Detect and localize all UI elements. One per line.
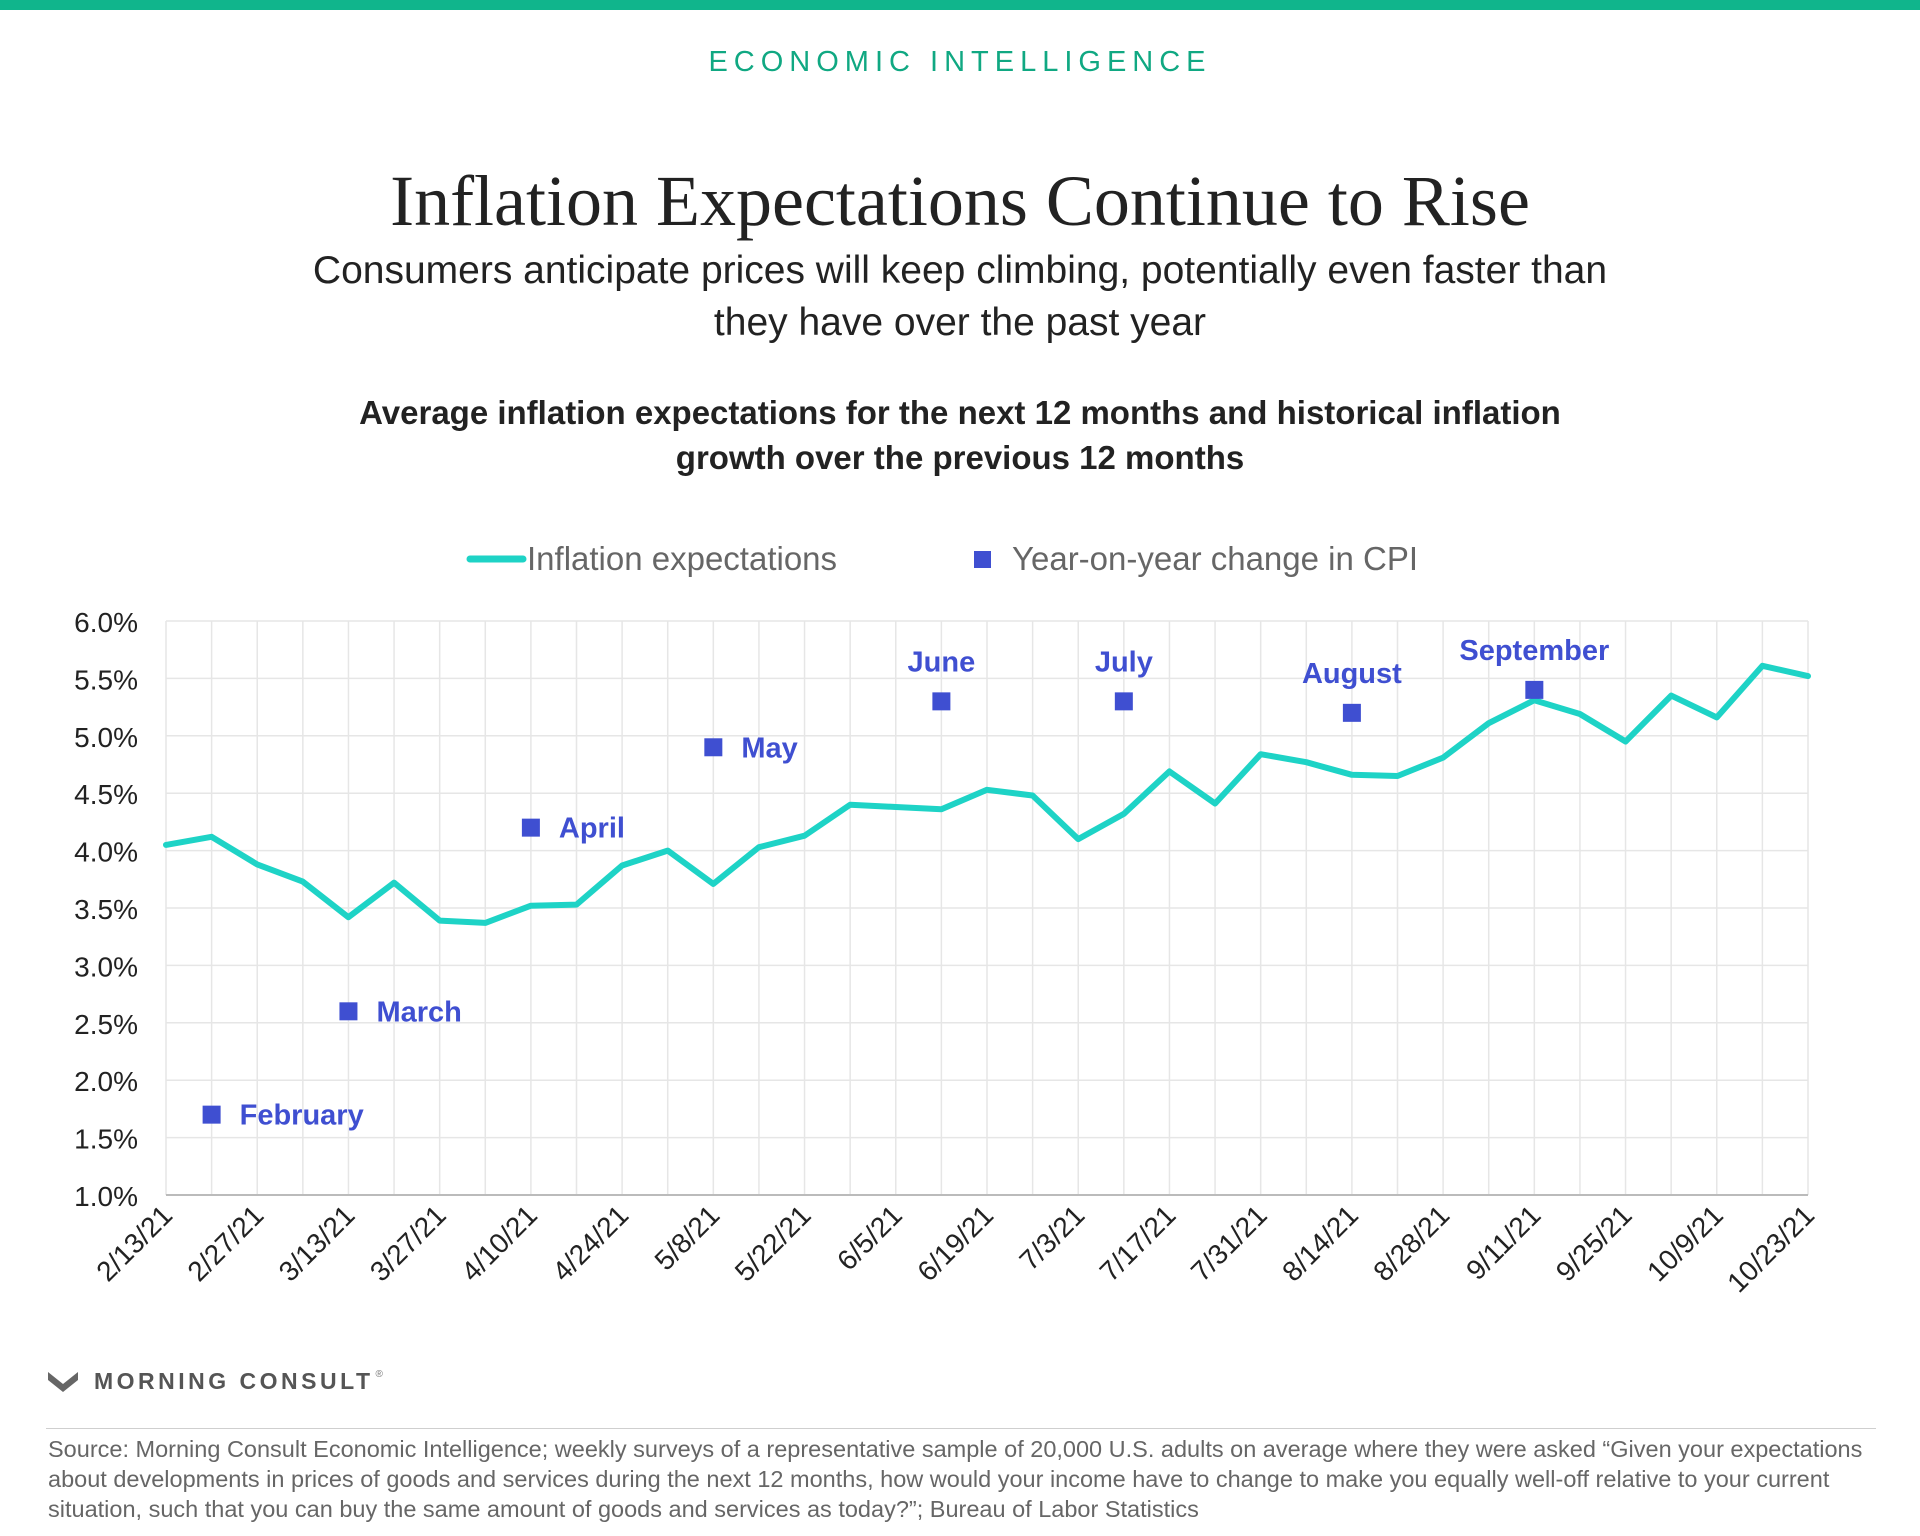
x-tick-label: 10/9/21 — [1641, 1199, 1729, 1287]
page-title: Inflation Expectations Continue to Rise — [390, 161, 1530, 241]
brand-name: MORNING CONSULT — [94, 1367, 374, 1394]
x-axis: 2/13/21 2/27/21 3/13/21 3/27/21 4/10/21 4/24/… — [90, 1194, 1820, 1298]
y-tick-label: 5.5% — [74, 664, 138, 695]
x-tick-label: 8/14/21 — [1276, 1199, 1364, 1287]
x-tick-label: 9/25/21 — [1550, 1199, 1638, 1287]
series-cpi: February March April May June July August Septe… — [202, 635, 1609, 1132]
x-tick-label: 7/17/21 — [1094, 1199, 1182, 1287]
cpi-marker — [521, 818, 540, 837]
cpi-label: March — [376, 996, 461, 1028]
cpi-label: May — [741, 732, 797, 764]
y-tick-label: 4.0% — [74, 837, 138, 868]
source-divider — [46, 1428, 1876, 1429]
top-accent-bar — [0, 0, 1920, 10]
source-note: Source: Morning Consult Economic Intelli… — [48, 1436, 1863, 1522]
x-tick-label: 10/23/21 — [1721, 1199, 1820, 1298]
line-inflation-expectations — [163, 662, 1811, 926]
chart-title: Average inflation expectations for the n… — [359, 394, 1561, 476]
y-tick-label: 1.5% — [74, 1124, 138, 1155]
cpi-label: February — [240, 1100, 364, 1132]
cpi-marker — [1525, 680, 1544, 699]
brand: MORNING CONSULT ® — [46, 1363, 383, 1399]
x-tick-label: 8/28/21 — [1367, 1199, 1455, 1287]
cpi-label: September — [1459, 635, 1609, 667]
cpi-marker — [1342, 703, 1361, 722]
x-tick-label: 7/3/21 — [1013, 1199, 1090, 1276]
x-tick-label: 2/13/21 — [90, 1199, 178, 1287]
cpi-label: July — [1095, 646, 1153, 678]
y-tick-label: 5.0% — [74, 722, 138, 753]
y-tick-label: 2.5% — [74, 1009, 138, 1040]
morning-consult-logo-icon — [48, 1372, 78, 1392]
inflation-chart: Inflation expectations Year-on-year chan… — [74, 540, 1820, 1298]
cpi-label: June — [908, 646, 976, 678]
y-tick-label: 4.5% — [74, 779, 138, 810]
page-subtitle: Consumers anticipate prices will keep cl… — [312, 249, 1608, 344]
brand-trademark: ® — [375, 1368, 383, 1380]
x-tick-label: 9/11/21 — [1460, 1199, 1547, 1286]
legend-label-cpi: Year-on-year change in CPI — [1012, 540, 1418, 577]
y-tick-label: 1.0% — [74, 1181, 138, 1212]
series-inflation-expectations — [163, 662, 1811, 926]
y-tick-label: 2.0% — [74, 1066, 138, 1097]
x-tick-label: 3/27/21 — [364, 1199, 452, 1287]
cpi-marker — [932, 692, 951, 711]
cpi-marker — [1114, 692, 1133, 711]
x-tick-label: 6/19/21 — [911, 1199, 999, 1287]
x-tick-label: 7/31/21 — [1185, 1199, 1273, 1287]
x-tick-label: 6/5/21 — [831, 1199, 908, 1276]
x-tick-label: 5/8/21 — [649, 1199, 726, 1276]
x-tick-label: 4/10/21 — [455, 1199, 543, 1287]
cpi-marker — [202, 1105, 221, 1124]
kicker: ECONOMIC INTELLIGENCE — [708, 46, 1212, 78]
cpi-marker — [704, 738, 723, 757]
legend-label-expectations: Inflation expectations — [527, 540, 837, 577]
x-tick-label: 5/22/21 — [729, 1199, 817, 1287]
y-tick-label: 3.0% — [74, 951, 138, 982]
y-tick-label: 6.0% — [74, 607, 138, 638]
cpi-label: April — [559, 813, 625, 845]
cpi-label: August — [1302, 658, 1402, 690]
y-tick-label: 3.5% — [74, 894, 138, 925]
x-tick-label: 4/24/21 — [546, 1199, 634, 1287]
x-tick-label: 3/13/21 — [273, 1199, 361, 1287]
y-axis: 1.0% 1.5% 2.0% 2.5% 3.0% 3.5% 4.0% 4.5% 5.0% 5.5%… — [74, 607, 138, 1212]
legend: Inflation expectations Year-on-year chan… — [466, 540, 1418, 577]
cpi-marker — [339, 1002, 358, 1021]
x-tick-label: 2/27/21 — [181, 1199, 269, 1287]
legend-marker-swatch — [974, 551, 991, 568]
grid — [165, 620, 1809, 1196]
